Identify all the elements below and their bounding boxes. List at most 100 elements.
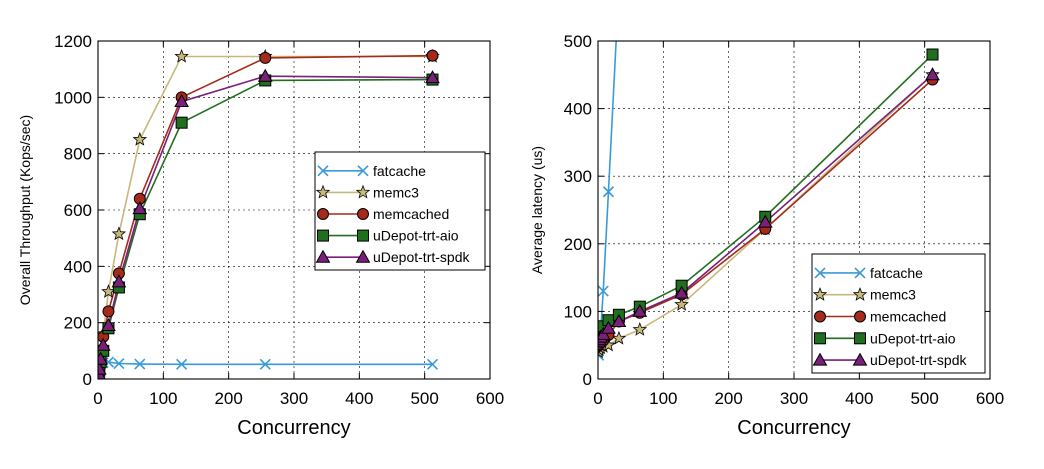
data-point-uDepot-trt-spdk (757, 214, 773, 228)
x-axis-title: Concurrency (737, 417, 850, 439)
data-point-fatcache (598, 285, 609, 297)
x-tick-label: 200 (214, 389, 242, 408)
data-point-memcached (426, 49, 439, 62)
y-tick-label: 0 (83, 370, 92, 389)
y-axis-title: Average latency (us) (529, 146, 545, 274)
x-tick-label: 100 (149, 389, 177, 408)
data-point-uDepot-trt-spdk (632, 303, 648, 317)
legend-marker-uDepot-trt-aio (317, 229, 329, 242)
y-tick-label: 400 (564, 100, 592, 119)
x-tick-label: 300 (780, 389, 808, 408)
data-point-uDepot-trt-spdk (425, 70, 440, 84)
x-tick-label: 0 (93, 389, 102, 408)
y-tick-label: 1000 (54, 88, 92, 107)
legend-marker-uDepot-trt-aio (357, 229, 369, 242)
y-tick-label: 800 (64, 145, 92, 164)
legend-marker-fatcache (854, 267, 866, 279)
y-tick-label: 500 (564, 32, 592, 51)
legend-marker-memcached (854, 310, 866, 323)
y-tick-label: 0 (583, 370, 592, 389)
legend-marker-memc3 (852, 287, 868, 301)
series-group (598, 41, 940, 361)
data-point-uDepot-trt-spdk (132, 201, 148, 215)
data-point-fatcache (426, 358, 439, 370)
y-tick-label: 600 (64, 201, 92, 220)
data-point-uDepot-trt-spdk (257, 68, 273, 82)
series-group (98, 48, 440, 379)
legend-label-memcached: memcached (870, 309, 946, 325)
data-point-memc3 (132, 131, 148, 146)
legend-marker-uDepot-trt-aio (814, 332, 826, 345)
latency-plot: 0 100 200 300 400 500 600 0 100 200 300 400 500 Concu… (529, 32, 1004, 439)
data-point-memc3 (174, 48, 189, 63)
legend-marker-memc3 (315, 184, 331, 199)
y-tick-label: 1200 (54, 32, 92, 51)
legend-label-uDepot-trt-aio: uDepot-trt-aio (373, 228, 459, 244)
data-point-memc3 (632, 322, 648, 336)
data-point-uDepot-trt-spdk (925, 67, 940, 81)
data-point-uDepot-trt-spdk (601, 320, 616, 334)
legend-marker-memcached (317, 208, 329, 220)
y-tick-label: 400 (64, 257, 92, 276)
data-point-uDepot-trt-spdk (174, 94, 189, 108)
legend-marker-memcached (357, 208, 369, 220)
legend: fatcache memc3 memcached uDepot-trt-aio uDep… (811, 253, 986, 374)
x-tick-label: 200 (714, 389, 742, 408)
x-axis-title: Concurrency (237, 417, 350, 439)
data-point-uDepot-trt-spdk (98, 361, 107, 375)
data-point-fatcache (602, 186, 615, 198)
legend-marker-memc3 (355, 184, 371, 199)
series-line-fatcache (598, 41, 617, 356)
data-point-memcached (259, 51, 272, 64)
data-point-memc3 (111, 226, 127, 241)
legend-box (811, 253, 986, 374)
legend-marker-uDepot-trt-spdk (355, 249, 371, 263)
legend-label-uDepot-trt-spdk: uDepot-trt-spdk (870, 352, 967, 368)
data-point-uDepot-trt-aio (926, 48, 939, 61)
y-tick-label: 300 (564, 167, 592, 186)
data-point-memc3 (674, 297, 689, 311)
x-tick-label: 500 (910, 389, 938, 408)
data-point-fatcache (134, 358, 146, 370)
legend-box (314, 151, 486, 271)
x-tick-label: 600 (476, 389, 504, 408)
x-tick-label: 400 (345, 389, 373, 408)
legend-marker-fatcache (317, 165, 329, 177)
throughput-plot: 0 100 200 300 400 500 600 0 200 400 600 800 1000 1200… (17, 32, 504, 439)
legend-marker-uDepot-trt-spdk (812, 352, 828, 366)
legend-marker-uDepot-trt-spdk (315, 249, 331, 263)
data-point-uDepot-trt-aio (175, 116, 188, 129)
x-tick-label: 100 (649, 389, 677, 408)
x-tick-label: 0 (593, 389, 602, 408)
legend-marker-fatcache (814, 267, 826, 279)
x-tick-label: 600 (976, 389, 1004, 408)
data-point-memcached (102, 305, 115, 318)
legend-marker-uDepot-trt-spdk (852, 352, 868, 366)
legend-label-memc3: memc3 (373, 184, 419, 200)
x-tick-label: 400 (845, 389, 873, 408)
data-point-uDepot-trt-spdk (111, 274, 127, 288)
legend-marker-fatcache (357, 165, 369, 177)
data-point-uDepot-trt-spdk (98, 351, 108, 365)
data-point-uDepot-trt-spdk (611, 314, 627, 328)
legend-label-uDepot-trt-spdk: uDepot-trt-spdk (373, 249, 470, 265)
legend-label-uDepot-trt-aio: uDepot-trt-aio (870, 330, 956, 346)
legend-marker-memcached (814, 310, 826, 323)
x-tick-label: 500 (410, 389, 438, 408)
legend-label-memcached: memcached (373, 206, 449, 222)
y-tick-label: 200 (564, 235, 592, 254)
data-point-fatcache (176, 358, 188, 370)
data-point-fatcache (259, 358, 271, 370)
legend: fatcache memc3 memcached uDepot-trt-aio uDep… (314, 151, 486, 271)
legend-marker-memc3 (812, 287, 828, 301)
data-point-fatcache (113, 357, 125, 370)
legend-marker-uDepot-trt-aio (854, 332, 866, 345)
legend-label-fatcache: fatcache (373, 163, 426, 179)
x-tick-label: 300 (280, 389, 308, 408)
legend-label-memc3: memc3 (870, 287, 916, 303)
data-point-uDepot-trt-spdk (674, 285, 689, 299)
data-point-uDepot-trt-spdk (101, 317, 116, 331)
data-point-uDepot-trt-spdk (98, 337, 111, 351)
y-axis-title: Overall Throughput (Kops/sec) (17, 115, 33, 305)
